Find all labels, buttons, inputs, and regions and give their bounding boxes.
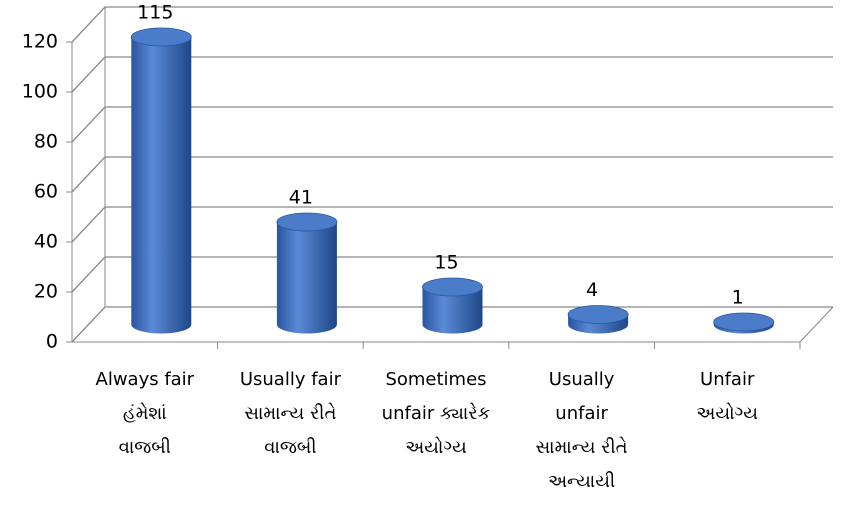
y-tick-label: 0 bbox=[46, 331, 58, 353]
x-tick-label: Unfair અયોગ્ય bbox=[696, 369, 758, 424]
x-tick-label-line: Always fair bbox=[96, 369, 195, 390]
y-tick-label: 100 bbox=[22, 81, 58, 103]
x-tick-label-line: સામાન્ય રીતે bbox=[244, 403, 336, 424]
bar bbox=[130, 27, 192, 334]
grid-line bbox=[71, 156, 833, 193]
bar-top bbox=[713, 312, 775, 332]
bar bbox=[713, 312, 775, 334]
y-tick-label: 20 bbox=[34, 281, 58, 303]
value-label: 41 bbox=[289, 187, 313, 209]
grid-line bbox=[71, 6, 833, 43]
y-tick-label: 120 bbox=[22, 31, 58, 53]
x-tick-label: Always fair હંમેશાં વાજબી bbox=[96, 369, 195, 458]
x-tick-label: Usually fair સામાન્ય રીતે વાજબી bbox=[240, 369, 342, 458]
x-tick-label-line: Sometimes bbox=[385, 369, 486, 390]
x-tick-label-line: Unfair bbox=[700, 369, 755, 390]
bar-top bbox=[276, 212, 338, 232]
bar-body bbox=[422, 287, 483, 334]
value-label: 1 bbox=[732, 287, 744, 309]
value-label: 115 bbox=[137, 2, 173, 24]
floor-right bbox=[799, 306, 834, 343]
bar-top bbox=[130, 27, 192, 47]
x-tick-label-line: વાજબી bbox=[264, 437, 316, 458]
x-tick-label-line: હંમેશાં bbox=[123, 403, 167, 424]
x-tick-label: Usually unfair સામાન્ય રીતે અન્યાયી bbox=[536, 369, 628, 492]
x-tick-label-line: unfair bbox=[555, 403, 608, 424]
y-tick-label: 80 bbox=[34, 131, 58, 153]
x-tick-label: Sometimes unfair ક્યારેક અયોગ્ય bbox=[382, 369, 491, 458]
grid-line bbox=[71, 206, 833, 243]
bar bbox=[567, 305, 629, 334]
value-label: 15 bbox=[434, 252, 458, 274]
x-tick-label-line: Usually bbox=[549, 369, 615, 390]
bar bbox=[276, 212, 338, 334]
x-tick-label-line: અન્યાયી bbox=[548, 471, 615, 492]
grid-line bbox=[71, 106, 833, 143]
x-tick-label-line: વાજબી bbox=[119, 437, 171, 458]
x-tick-label-line: Usually fair bbox=[240, 369, 342, 390]
x-tick-label-line: સામાન્ય રીતે bbox=[536, 437, 628, 458]
x-tick-label-line: અયોગ્ય bbox=[405, 437, 467, 458]
bar-body bbox=[131, 37, 192, 334]
grid-line bbox=[71, 56, 833, 93]
bar bbox=[422, 277, 483, 334]
y-tick-label: 40 bbox=[34, 231, 58, 253]
bar-top bbox=[422, 277, 483, 297]
y-tick-label: 60 bbox=[34, 181, 58, 203]
x-tick-label-line: અયોગ્ય bbox=[696, 403, 758, 424]
value-label: 4 bbox=[586, 279, 598, 301]
bar-body bbox=[276, 222, 337, 334]
bar-top bbox=[567, 305, 629, 324]
grid-line bbox=[71, 256, 833, 293]
x-tick-label-line: unfair ક્યારેક bbox=[382, 403, 491, 424]
